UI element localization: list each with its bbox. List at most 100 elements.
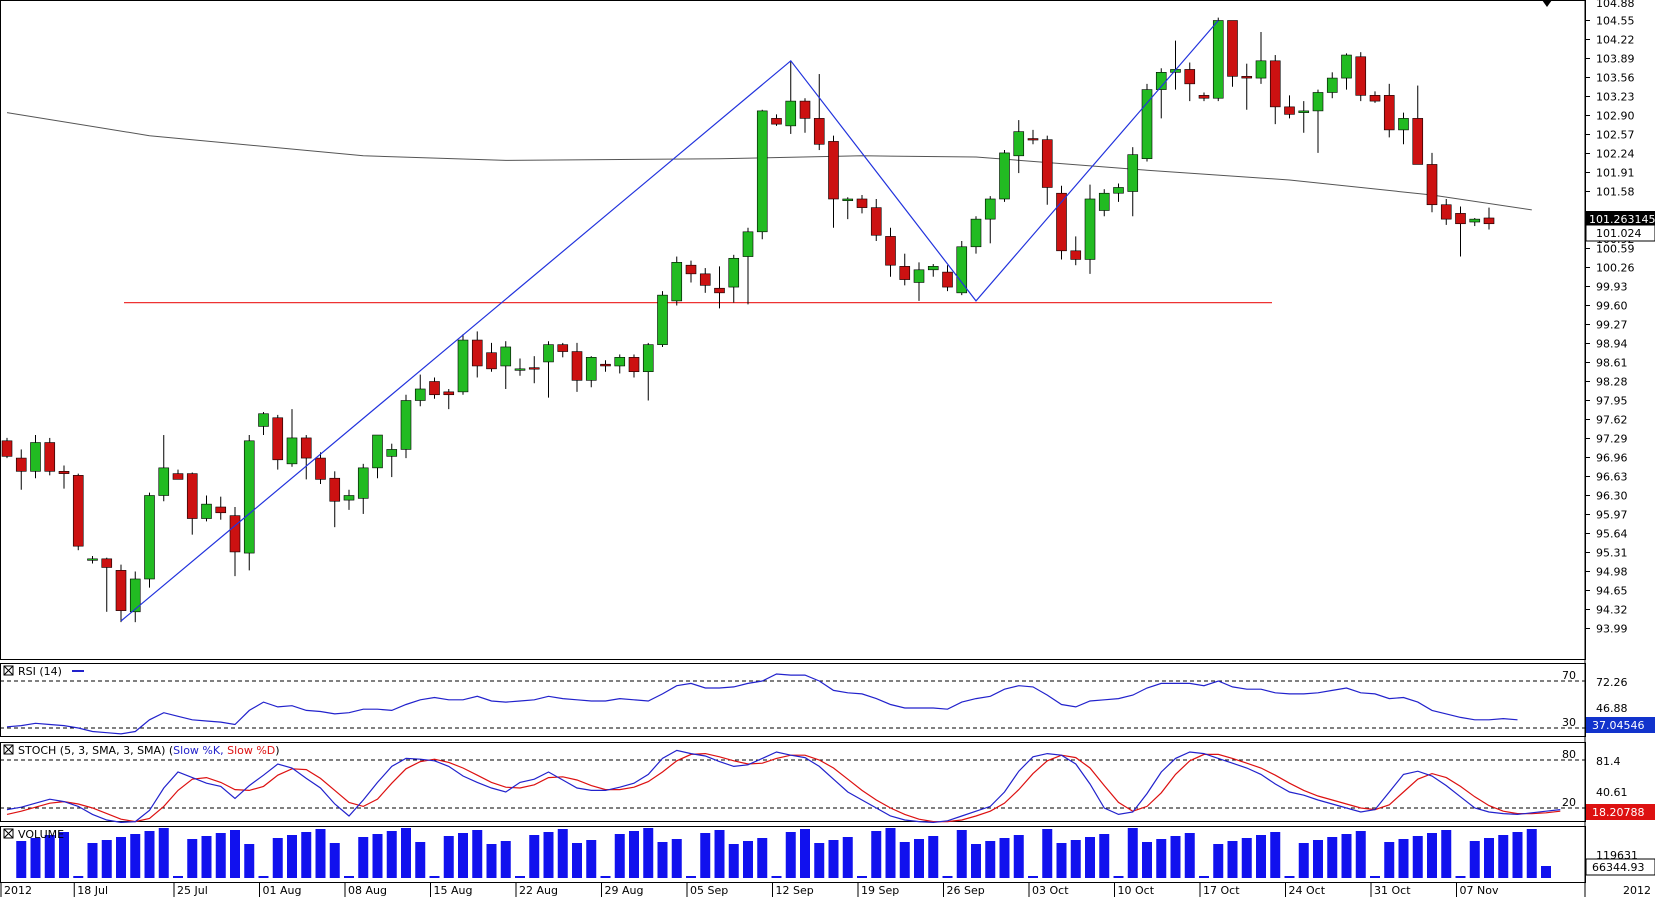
candle-down [1483,217,1495,225]
candle-down [1426,164,1438,206]
volume-bar [372,834,383,878]
candle-up [129,578,141,613]
x-tick-label: 19 Sep [861,884,899,897]
volume-bar [785,832,796,878]
price-tick-label: 103.23 [1596,91,1635,104]
volume-bar [1441,830,1452,878]
candle-up [258,413,269,427]
volume-bar [401,828,411,878]
candle-down [571,351,583,381]
volume-bar [1156,839,1167,878]
x-tick-label: 03 Oct [1032,884,1069,897]
x-tick-label: 24 Oct [1289,884,1326,897]
candle-up [728,257,740,288]
candle-down [186,473,198,519]
candle-down [557,344,569,352]
candle-up [1255,60,1267,79]
volume-bar [344,876,354,878]
candle-down [1269,60,1281,108]
volume-bar [1056,843,1067,878]
volume-bar [16,841,27,878]
volume-bar [657,842,668,878]
candle-down [229,515,241,553]
candle-down [942,271,953,288]
volume-bar [258,876,269,878]
x-tick-label: 12 Sep [776,884,814,897]
candle-up [400,400,412,450]
candle-up [642,344,654,373]
x-tick-label: 25 Jul [177,884,208,897]
stoch-level-low: 20 [1562,796,1576,809]
volume-bar [1142,842,1152,878]
price-tick-label: 98.28 [1596,376,1628,389]
candle-down [1184,69,1196,85]
candle-up [1141,89,1153,159]
volume-bar [201,836,212,878]
volume-bar [1284,876,1295,878]
volume-bar [458,833,468,878]
x-tick-label: 08 Aug [348,884,387,897]
candle-up [785,100,797,127]
volume-bar [30,838,41,878]
volume-bar [686,876,696,878]
candle-up [30,442,41,472]
volume-bar [1127,828,1138,878]
candle-up [357,467,369,499]
volume-bar [101,840,112,878]
candle-down [1284,106,1295,115]
volume-bar [1241,838,1252,878]
candle-down [1,440,13,457]
volume-bar [714,830,725,878]
price-tick-label: 95.64 [1596,528,1628,541]
candle-up [1469,218,1481,223]
rsi-value-tag [1586,717,1655,733]
candle-down [443,391,455,396]
candle-down [1369,95,1381,102]
current-price-tag [1586,211,1655,227]
candle-down [471,339,483,367]
candle-up [970,218,982,248]
volume-bar [1313,840,1323,878]
candle-down [813,118,825,145]
x-tick-label: 31 Oct [1374,884,1411,897]
volume-bar [885,828,896,878]
volume-bar [1099,834,1110,878]
volume-bar [572,843,582,878]
candle-down [215,506,227,514]
candle-down [1198,95,1210,99]
candle-down [1383,95,1395,131]
candle-up [243,440,255,554]
price-tick-label: 99.60 [1596,300,1628,313]
candle-up [286,437,298,465]
candle-down [685,264,697,275]
x-tick-label: 05 Sep [690,884,728,897]
x-tick-label: 22 Aug [519,884,558,897]
price-tick-label: 94.98 [1596,566,1628,579]
x-tick-label: 29 Aug [605,884,644,897]
volume-bar [529,835,540,878]
candle-up [343,495,355,501]
candle-down [870,207,882,236]
volume-bar [1469,841,1480,878]
x-axis: 2012 18 Jul 25 Jul 01 Aug 08 Aug 15 Aug 22 Aug… [0,883,1499,897]
candle-down [329,477,341,502]
candle-down [1412,118,1424,165]
volume-bar [629,831,639,878]
volume-bar [230,830,240,878]
candle-down [1056,192,1067,252]
price-tick-label: 98.94 [1596,338,1628,351]
candle-up [984,198,996,220]
candle-up [158,467,170,496]
volume-bar [928,836,939,878]
volume-bar [472,830,483,878]
x-tick-label: 07 Nov [1460,884,1499,897]
stoch-tick-high: 81.4 [1596,755,1621,768]
stoch-value-tag-text: 18.20788 [1592,806,1645,819]
candle-down [115,570,127,611]
volume-bar [600,876,611,878]
volume-bar [1341,834,1352,878]
x-tick-label: 26 Sep [947,884,985,897]
volume-bar [244,844,255,878]
candle-down [1027,138,1039,141]
